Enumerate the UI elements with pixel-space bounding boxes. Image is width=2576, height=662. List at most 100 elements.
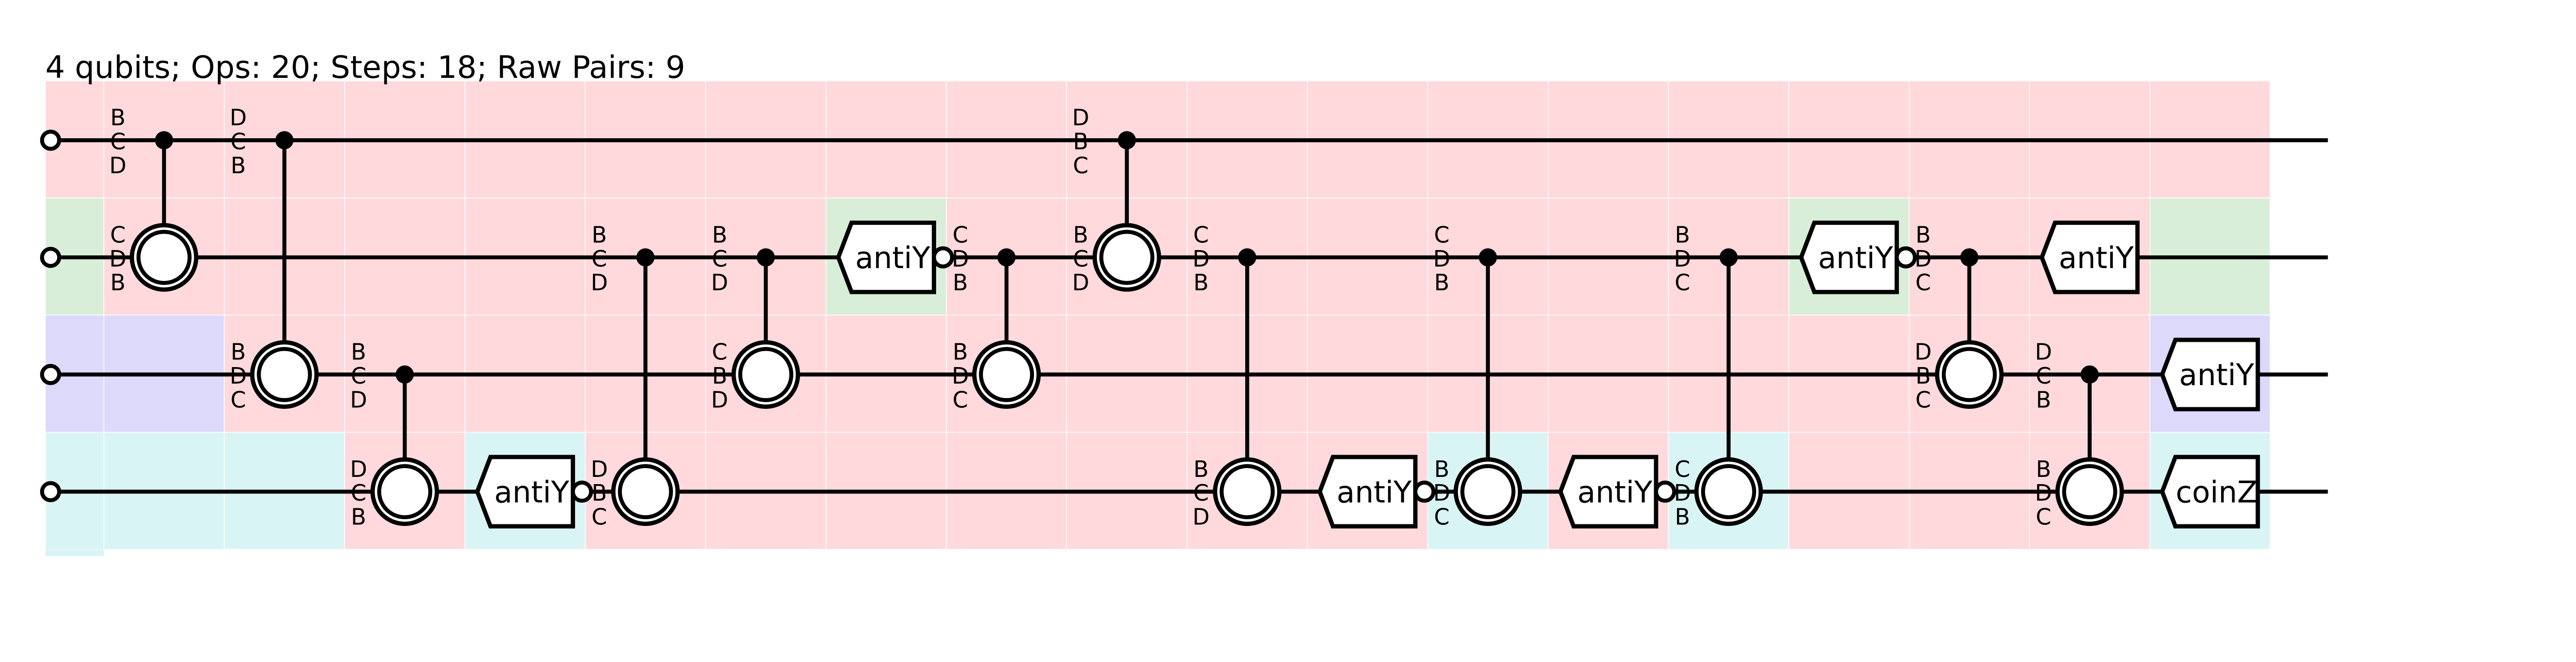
target-label-stack-15-letter: C	[1916, 387, 1931, 413]
background-cell-extension	[45, 549, 104, 556]
target-label-stack-9-letter: C	[1193, 481, 1209, 506]
controlled-gate-17	[2055, 365, 2124, 526]
control-label-stack-11-letter: D	[1433, 246, 1450, 272]
target-label-stack-7-letter: D	[952, 363, 969, 389]
single-qubit-gate-3: antiY	[474, 455, 594, 528]
single-qubit-gate-12: antiY	[1558, 455, 1676, 528]
control-label-stack-17: DCB	[2035, 340, 2052, 413]
target-label-stack-0: CDB	[109, 222, 126, 296]
target-inner-ring	[979, 346, 1035, 402]
controlled-gate-11	[1453, 248, 1522, 526]
target-label-stack-0-letter: D	[109, 246, 126, 272]
control-dot	[1719, 248, 1738, 267]
control-dot	[396, 365, 414, 384]
target-label-stack-17-letter: C	[2036, 505, 2051, 531]
controlled-gate-15	[1935, 248, 2004, 409]
target-label-stack-17-letter: B	[2036, 457, 2052, 483]
target-label-stack-13: CDB	[1674, 457, 1691, 531]
gate-label: antiY	[1336, 475, 1412, 509]
single-qubit-gate-18: antiY	[2160, 338, 2260, 411]
target-label-stack-15-letter: D	[1914, 340, 1931, 366]
target-label-stack-2: DCB	[350, 457, 367, 531]
control-dot	[1479, 248, 1497, 267]
control-label-stack-17-letter: B	[2036, 387, 2052, 413]
control-label-stack-8-letter: C	[1073, 153, 1089, 179]
anti-control-circle	[571, 481, 594, 503]
target-inner-ring	[1701, 464, 1756, 520]
control-label-stack-7-letter: C	[953, 222, 968, 248]
target-label-stack-1-letter: C	[230, 387, 246, 413]
target-inner-ring	[618, 464, 673, 520]
control-label-stack-17-letter: C	[2036, 363, 2051, 389]
single-qubit-gate-6: antiY	[836, 220, 954, 294]
target-label-stack-0-letter: B	[110, 270, 126, 296]
control-label-stack-13: BDC	[1674, 222, 1691, 296]
target-label-stack-7-letter: C	[953, 387, 968, 413]
controlled-gate-0	[129, 131, 198, 292]
control-label-stack-17-letter: D	[2035, 340, 2052, 366]
control-dot	[155, 131, 173, 150]
target-label-stack-4-letter: C	[591, 505, 607, 531]
target-label-stack-5-letter: C	[712, 340, 727, 366]
controlled-gate-7	[972, 248, 1041, 409]
control-label-stack-11-letter: B	[1434, 270, 1450, 296]
control-dot	[636, 248, 655, 267]
target-inner-ring	[377, 464, 433, 520]
target-label-stack-13-letter: D	[1674, 481, 1691, 506]
control-label-stack-5: BCD	[711, 222, 728, 296]
gate-box	[2160, 455, 2260, 528]
control-label-stack-0: BCD	[109, 105, 126, 179]
control-dot	[1960, 248, 1978, 267]
target-label-stack-0-letter: C	[110, 222, 126, 248]
anti-control-circle	[1894, 246, 1917, 269]
control-label-stack-15-letter: D	[1914, 246, 1931, 272]
control-label-stack-9-letter: B	[1193, 270, 1209, 296]
single-qubit-gate-16: antiY	[2039, 220, 2140, 294]
control-label-stack-1-letter: D	[230, 105, 247, 131]
target-label-stack-4-letter: D	[591, 457, 608, 483]
control-label-stack-4-letter: D	[591, 270, 608, 296]
controlled-gate-13	[1694, 248, 1763, 526]
control-label-stack-2-letter: C	[351, 363, 366, 389]
target-label-stack-5-letter: D	[711, 387, 728, 413]
target-inner-ring	[1099, 229, 1155, 285]
controlled-gate-9	[1213, 248, 1282, 526]
control-dot	[2080, 365, 2099, 384]
single-qubit-gate-14: antiY	[1799, 220, 1917, 294]
target-label-stack-4-letter: B	[591, 481, 607, 506]
anti-control-circle	[1413, 481, 1436, 503]
control-label-stack-0-letter: D	[109, 153, 126, 179]
target-label-stack-9-letter: D	[1193, 505, 1210, 531]
control-label-stack-8-letter: B	[1073, 129, 1089, 155]
control-label-stack-7-letter: B	[953, 270, 968, 296]
target-label-stack-13-letter: C	[1675, 457, 1690, 483]
gate-label: antiY	[2059, 241, 2134, 275]
qubit-init-circle-1	[40, 246, 61, 268]
target-label-stack-9: BCD	[1193, 457, 1210, 531]
target-label-stack-11-letter: B	[1434, 457, 1450, 483]
control-label-stack-5-letter: C	[712, 246, 727, 272]
target-inner-ring	[1941, 346, 1997, 402]
target-label-stack-2-letter: C	[351, 481, 366, 506]
target-label-stack-5-letter: B	[712, 363, 727, 389]
control-label-stack-5-letter: D	[711, 270, 728, 296]
target-label-stack-15: DBC	[1914, 340, 1931, 413]
target-label-stack-17-letter: D	[2035, 481, 2052, 506]
anti-control-circle	[1654, 481, 1676, 503]
control-label-stack-1: DCB	[230, 105, 247, 179]
control-label-stack-13-letter: D	[1674, 246, 1691, 272]
target-label-stack-8-letter: D	[1072, 270, 1089, 296]
target-label-stack-1-letter: B	[231, 340, 246, 366]
target-label-stack-1-letter: D	[230, 363, 247, 389]
control-label-stack-9: CDB	[1193, 222, 1210, 296]
target-label-stack-15-letter: B	[1916, 363, 1931, 389]
target-label-stack-8-letter: C	[1073, 246, 1089, 272]
control-dot	[1117, 131, 1136, 150]
controlled-gate-8	[1092, 131, 1161, 292]
target-label-stack-8: BCD	[1072, 222, 1089, 296]
target-label-stack-4: DBC	[591, 457, 608, 531]
gate-box	[2160, 338, 2260, 411]
target-label-stack-11-letter: D	[1433, 481, 1450, 506]
gate-label: coinZ	[2176, 475, 2258, 509]
